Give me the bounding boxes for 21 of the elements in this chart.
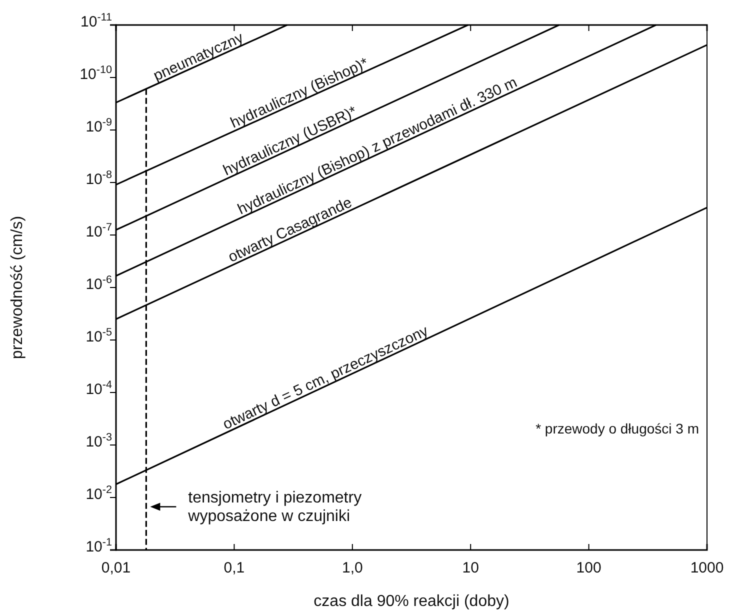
x-tick-label: 1000 xyxy=(690,560,724,576)
y-tick-label: 10$^{-9}$ xyxy=(86,116,112,136)
ref-line-label: tensjometry i piezometry wyposażone w czujniki xyxy=(187,490,362,526)
annotation: * przewody o długości 3 m xyxy=(536,420,699,436)
y-tick-label: 10$^{-8}$ xyxy=(86,169,112,188)
y-tick-label: 10$^{-2}$ xyxy=(86,484,112,503)
x-tick-label: 10 xyxy=(462,560,479,576)
y-tick-label: 10$^{-3}$ xyxy=(86,432,112,450)
y-axis-title: przewodność (cm/s) xyxy=(9,216,26,360)
x-tick-label: 0,1 xyxy=(224,560,245,576)
x-tick-label: 1,0 xyxy=(342,560,363,576)
y-tick-label: 10$^{-5}$ xyxy=(86,326,112,346)
y-tick-label: 10$^{-1}$ xyxy=(86,536,112,556)
x-tick-label: 100 xyxy=(576,560,602,576)
y-tick-label: 10$^{-4}$ xyxy=(86,379,112,398)
y-tick-label: 10$^{-10}$ xyxy=(80,64,112,83)
x-axis-title: czas dla 90% reakcji (doby) xyxy=(314,593,510,610)
y-tick-label: 10$^{-11}$ xyxy=(80,12,112,30)
y-tick-label: 10$^{-7}$ xyxy=(86,222,112,240)
x-tick-label: 0,01 xyxy=(101,560,131,576)
y-tick-label: 10$^{-6}$ xyxy=(86,274,112,293)
